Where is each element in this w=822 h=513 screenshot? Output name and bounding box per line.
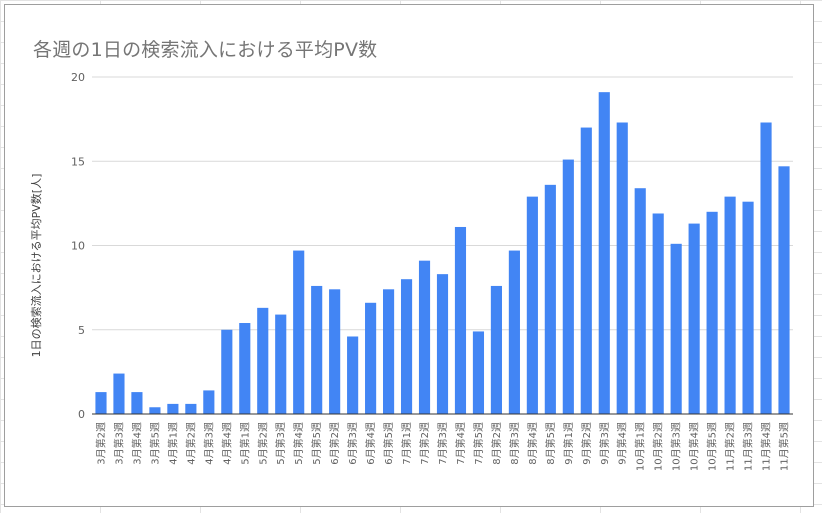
x-tick-label: 10月第4週 xyxy=(688,422,701,471)
x-tick-label: 11月第2週 xyxy=(724,422,737,471)
x-tick-label: 10月第1週 xyxy=(634,422,647,471)
bar[interactable] xyxy=(418,260,431,414)
x-tick-label: 7月第1週 xyxy=(400,422,413,465)
x-tick-label: 5月第4週 xyxy=(292,422,305,465)
bar[interactable] xyxy=(275,314,287,414)
bar[interactable] xyxy=(562,159,574,414)
bar[interactable] xyxy=(167,403,179,414)
chart-title: 各週の1日の検索流入における平均PV数 xyxy=(33,39,378,61)
bar[interactable] xyxy=(185,403,197,414)
x-axis-ticks: 3月第2週 3月第3週 3月第4週 3月第5週 4月第1週 4月第2週 4月第3週 4月第4週… xyxy=(94,422,790,471)
y-tick-label: 20 xyxy=(71,71,85,84)
bar[interactable] xyxy=(742,201,754,414)
bar[interactable] xyxy=(508,250,520,414)
y-tick-label: 15 xyxy=(71,155,85,168)
x-tick-label: 7月第5週 xyxy=(472,422,485,465)
x-tick-label: 10月第3週 xyxy=(670,422,683,471)
y-axis-label: 1日の検索流入における平均PV数[人] xyxy=(29,174,43,358)
x-tick-label: 9月第1週 xyxy=(562,422,575,465)
x-tick-label: 8月第4週 xyxy=(526,422,539,465)
bar[interactable] xyxy=(670,243,682,414)
x-tick-label: 10月第2週 xyxy=(652,422,665,471)
bar[interactable] xyxy=(580,127,592,415)
x-tick-label: 9月第2週 xyxy=(580,422,593,465)
x-tick-label: 7月第2週 xyxy=(418,422,431,465)
x-tick-label: 3月第4週 xyxy=(130,422,143,465)
x-tick-label: 3月第2週 xyxy=(94,422,107,465)
bar[interactable] xyxy=(436,274,449,414)
bars xyxy=(95,92,790,415)
bar[interactable] xyxy=(131,392,143,414)
bar[interactable] xyxy=(616,122,628,415)
y-tick-label: 5 xyxy=(78,324,85,337)
bar[interactable] xyxy=(634,188,646,414)
x-tick-label: 4月第1週 xyxy=(166,422,179,465)
x-tick-label: 5月第1週 xyxy=(238,422,251,465)
bar[interactable] xyxy=(778,166,790,414)
bar[interactable] xyxy=(257,307,269,414)
x-tick-label: 11月第3週 xyxy=(742,422,755,471)
bar[interactable] xyxy=(652,213,664,414)
y-tick-label: 0 xyxy=(78,408,85,421)
x-tick-label: 6月第3週 xyxy=(346,422,359,465)
bar[interactable] xyxy=(329,289,341,414)
x-tick-label: 4月第2週 xyxy=(184,422,197,465)
bar[interactable] xyxy=(526,196,538,414)
bar[interactable] xyxy=(454,226,467,414)
bar[interactable] xyxy=(347,336,359,414)
x-tick-label: 9月第3週 xyxy=(598,422,611,465)
bar[interactable] xyxy=(724,196,736,414)
x-tick-label: 11月第5週 xyxy=(778,422,791,471)
bar[interactable] xyxy=(239,323,251,414)
x-tick-label: 6月第2週 xyxy=(328,422,341,465)
bar[interactable] xyxy=(598,92,610,414)
x-tick-label: 4月第4週 xyxy=(220,422,233,465)
x-tick-label: 9月第4週 xyxy=(616,422,629,465)
bar[interactable] xyxy=(311,285,323,414)
x-tick-label: 11月第4週 xyxy=(760,422,773,471)
bar[interactable] xyxy=(706,211,718,414)
x-tick-label: 8月第3週 xyxy=(508,422,521,465)
bar[interactable] xyxy=(472,331,485,414)
bar[interactable] xyxy=(203,390,215,414)
bar[interactable] xyxy=(383,289,395,414)
x-tick-label: 3月第5週 xyxy=(148,422,161,465)
bar[interactable] xyxy=(688,223,700,414)
bar[interactable] xyxy=(365,302,377,414)
x-tick-label: 4月第3週 xyxy=(202,422,215,465)
x-tick-label: 7月第4週 xyxy=(454,422,467,465)
x-tick-label: 6月第4週 xyxy=(364,422,377,465)
y-axis-ticks: 0 5 10 15 20 xyxy=(71,71,85,421)
bar[interactable] xyxy=(149,407,161,414)
x-tick-label: 5月第2週 xyxy=(256,422,269,465)
x-tick-label: 5月第3週 xyxy=(274,422,287,465)
x-tick-label: 7月第3週 xyxy=(436,422,449,465)
x-tick-label: 6月第5週 xyxy=(382,422,395,465)
bar[interactable] xyxy=(95,392,107,414)
x-tick-label: 3月第3週 xyxy=(112,422,125,465)
x-tick-label: 8月第5週 xyxy=(544,422,557,465)
bar[interactable] xyxy=(113,373,125,414)
y-tick-label: 10 xyxy=(71,240,85,253)
bar[interactable] xyxy=(544,184,556,414)
bar[interactable] xyxy=(400,279,413,414)
bar[interactable] xyxy=(490,285,502,414)
bar[interactable] xyxy=(293,250,305,414)
x-tick-label: 8月第2週 xyxy=(490,422,503,465)
x-tick-label: 5月第5週 xyxy=(310,422,323,465)
bar[interactable] xyxy=(760,122,772,415)
x-tick-label: 10月第5週 xyxy=(706,422,719,471)
bar[interactable] xyxy=(221,329,233,414)
